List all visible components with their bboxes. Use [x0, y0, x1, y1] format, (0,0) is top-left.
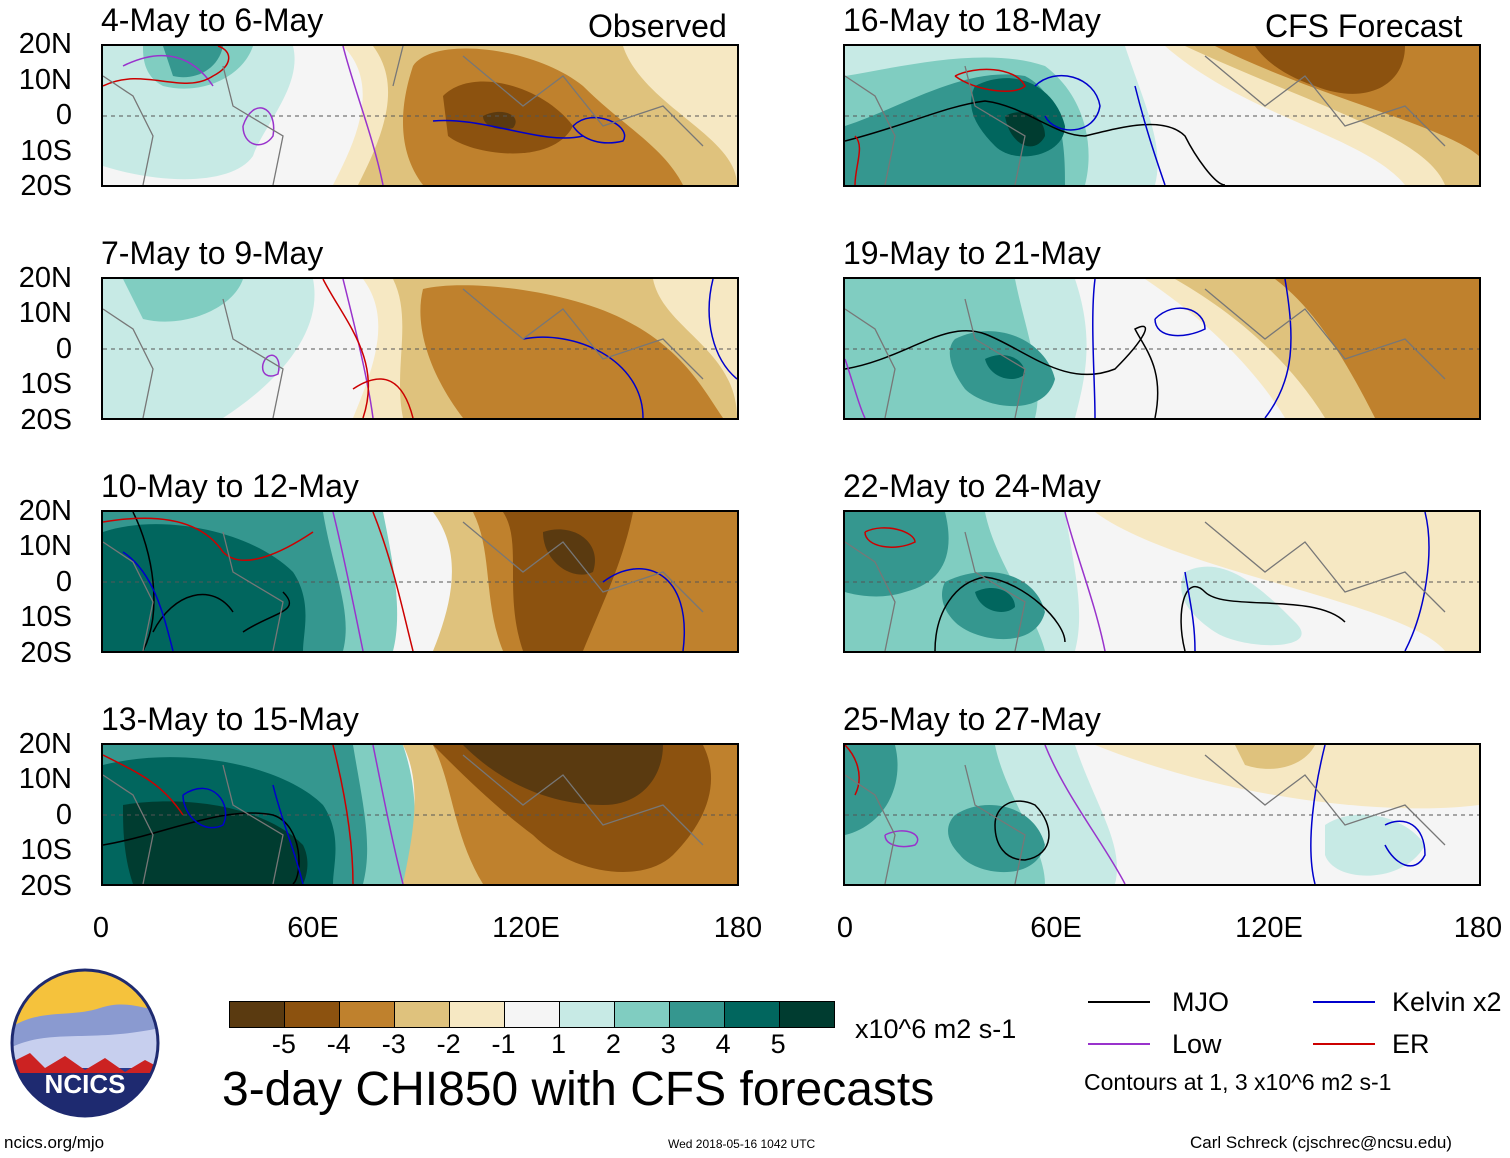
- legend-mjo-line: [1088, 1001, 1150, 1003]
- lat-label: 10N: [18, 64, 72, 96]
- colorbar-swatch: [725, 1002, 780, 1027]
- lon-label: 180: [1453, 912, 1503, 944]
- legend-low-line: [1088, 1043, 1150, 1045]
- footer-url: ncics.org/mjo: [4, 1133, 105, 1152]
- lon-label: 120E: [492, 912, 560, 944]
- colorbar-swatch: [450, 1002, 505, 1027]
- colorbar-swatch: [285, 1002, 340, 1027]
- lat-label: 20S: [20, 870, 72, 902]
- logo-text: NCICS: [45, 1069, 126, 1099]
- lat-label: 0: [55, 799, 72, 831]
- cfs-forecast-label: CFS Forecast: [1265, 8, 1463, 44]
- colorbar-swatch: [505, 1002, 560, 1027]
- lat-label: 0: [55, 566, 72, 598]
- legend-er-label: ER: [1392, 1029, 1430, 1059]
- map-panel-observed-2: [101, 277, 739, 420]
- legend-low-label: Low: [1172, 1029, 1222, 1059]
- footer-timestamp: Wed 2018-05-16 1042 UTC: [668, 1137, 816, 1151]
- lat-label: 10N: [18, 297, 72, 329]
- footer-credit: Carl Schreck (cjschrec@ncsu.edu): [1190, 1133, 1452, 1152]
- colorbar-tick-label: 5: [770, 1029, 786, 1059]
- panel-title-forecast-4: 25-May to 27-May: [843, 701, 1101, 737]
- colorbar-tick-label: -1: [491, 1029, 516, 1059]
- main-title: 3-day CHI850 with CFS forecasts: [222, 1063, 935, 1116]
- colorbar-tick-label: 3: [660, 1029, 676, 1059]
- map-panel-forecast-1: [843, 44, 1481, 187]
- colorbar-tick-label: -3: [381, 1029, 406, 1059]
- lat-label: 20N: [18, 728, 72, 760]
- colorbar: [229, 1001, 835, 1028]
- panel-title-forecast-2: 19-May to 21-May: [843, 235, 1101, 271]
- colorbar-tick-label: 4: [715, 1029, 731, 1059]
- panel-title-observed-3: 10-May to 12-May: [101, 468, 359, 504]
- colorbar-swatch: [395, 1002, 450, 1027]
- map-panel-observed-1: [101, 44, 739, 187]
- panel-title-observed-4: 13-May to 15-May: [101, 701, 359, 737]
- legend-kelvin-line: [1313, 1001, 1375, 1003]
- legend-er-line: [1313, 1043, 1375, 1045]
- observed-label: Observed: [588, 8, 727, 44]
- panel-title-observed-2: 7-May to 9-May: [101, 235, 324, 271]
- colorbar-tick-label: -4: [326, 1029, 351, 1059]
- lat-label: 10N: [18, 763, 72, 795]
- colorbar-tick-label: -5: [271, 1029, 296, 1059]
- map-panel-observed-3: [101, 510, 739, 653]
- lat-label: 10S: [20, 135, 72, 167]
- colorbar-swatch: [560, 1002, 615, 1027]
- lat-label: 10S: [20, 601, 72, 633]
- colorbar-swatch: [230, 1002, 285, 1027]
- lat-label: 10S: [20, 368, 72, 400]
- lat-label: 20N: [18, 262, 72, 294]
- lat-label: 0: [55, 333, 72, 365]
- lat-label: 20N: [18, 28, 72, 60]
- colorbar-swatch: [340, 1002, 395, 1027]
- lon-label: 60E: [287, 912, 339, 944]
- lat-label: 20S: [20, 637, 72, 669]
- panel-title-forecast-3: 22-May to 24-May: [843, 468, 1101, 504]
- colorbar-units: x10^6 m2 s-1: [855, 1014, 1017, 1044]
- lat-label: 20N: [18, 495, 72, 527]
- lon-label: 180: [713, 912, 763, 944]
- lat-label: 10S: [20, 834, 72, 866]
- panel-title-observed-1: 4-May to 6-May: [101, 2, 324, 38]
- lat-label: 0: [55, 99, 72, 131]
- colorbar-swatch: [615, 1002, 670, 1027]
- contour-note: Contours at 1, 3 x10^6 m2 s-1: [1084, 1069, 1392, 1095]
- ncics-logo: NCICS: [10, 968, 160, 1118]
- lon-label: 0: [92, 912, 110, 944]
- colorbar-tick-label: -2: [436, 1029, 461, 1059]
- lat-label: 20S: [20, 170, 72, 202]
- lon-label: 60E: [1030, 912, 1082, 944]
- legend-mjo-label: MJO: [1172, 987, 1229, 1017]
- panel-title-forecast-1: 16-May to 18-May: [843, 2, 1101, 38]
- map-panel-forecast-3: [843, 510, 1481, 653]
- map-panel-forecast-4: [843, 743, 1481, 886]
- colorbar-tick-label: 1: [550, 1029, 566, 1059]
- map-panel-observed-4: [101, 743, 739, 886]
- lat-label: 20S: [20, 404, 72, 436]
- lon-label: 0: [836, 912, 854, 944]
- colorbar-swatch: [780, 1002, 834, 1027]
- colorbar-tick-label: 2: [605, 1029, 621, 1059]
- lon-label: 120E: [1235, 912, 1303, 944]
- map-panel-forecast-2: [843, 277, 1481, 420]
- colorbar-swatch: [670, 1002, 725, 1027]
- lat-label: 10N: [18, 530, 72, 562]
- legend-kelvin-label: Kelvin x2: [1392, 987, 1502, 1017]
